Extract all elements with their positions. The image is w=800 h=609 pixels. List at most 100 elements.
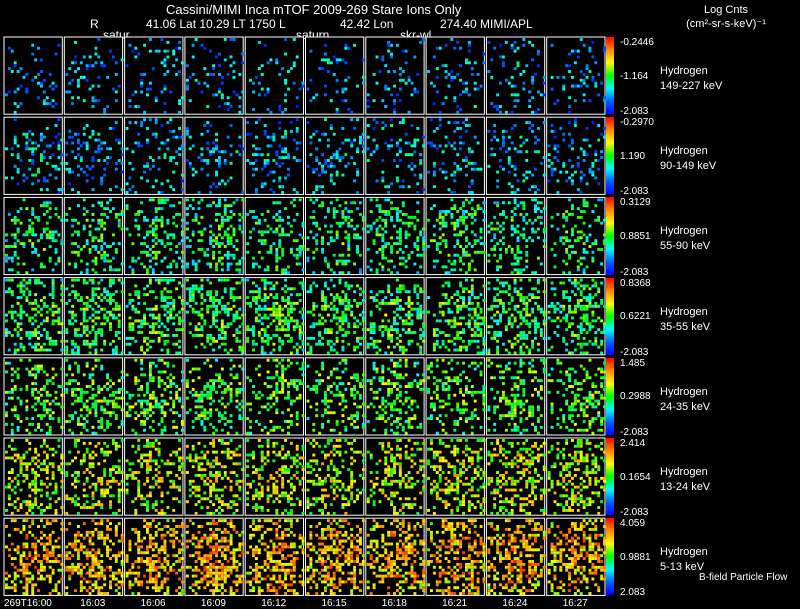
pixel	[295, 319, 299, 323]
pixel	[103, 296, 107, 300]
pixel	[45, 102, 49, 106]
pixel	[166, 179, 170, 183]
pixel	[71, 224, 75, 228]
pixel	[131, 428, 135, 432]
pixel	[470, 182, 474, 186]
pixel	[217, 105, 221, 108]
pixel	[154, 331, 158, 334]
pixel	[229, 373, 233, 377]
pixel	[419, 233, 423, 237]
pixel	[178, 126, 181, 130]
pixel	[401, 348, 405, 352]
pixel	[148, 339, 152, 343]
pixel	[272, 201, 276, 205]
pixel	[470, 150, 474, 154]
pixel	[16, 425, 20, 429]
pixel	[482, 61, 486, 65]
pixel	[588, 287, 592, 291]
pixel	[467, 296, 471, 300]
pixel	[39, 233, 43, 237]
pixel	[401, 322, 405, 326]
pixel	[453, 75, 457, 79]
pixel	[79, 144, 83, 148]
pixel	[76, 153, 80, 157]
pixel	[178, 296, 181, 300]
pixel	[215, 242, 218, 246]
pixel	[456, 310, 460, 314]
pixel	[39, 265, 43, 269]
pixel	[154, 99, 158, 103]
pixel	[178, 40, 181, 44]
pixel	[453, 342, 457, 346]
pixel	[120, 147, 124, 151]
pixel	[54, 124, 58, 127]
pixel	[447, 259, 451, 263]
pixel	[125, 342, 129, 346]
pixel	[238, 72, 242, 76]
pixel	[542, 75, 546, 79]
pixel	[487, 224, 491, 228]
pixel	[353, 179, 357, 183]
pixel	[217, 376, 221, 380]
pixel	[263, 93, 267, 97]
pixel	[42, 385, 46, 388]
pixel	[163, 201, 167, 205]
pixel	[42, 156, 46, 160]
pixel	[295, 351, 299, 355]
pixel	[390, 236, 394, 240]
pixel	[185, 245, 189, 248]
pixel	[326, 210, 330, 213]
pixel	[372, 345, 376, 349]
pixel	[215, 293, 218, 297]
pixel	[263, 284, 267, 288]
pixel	[117, 379, 121, 383]
pixel	[76, 96, 80, 100]
pixel	[163, 287, 167, 291]
pixel	[146, 336, 149, 340]
pixel	[275, 247, 279, 251]
pixel	[456, 293, 460, 297]
pixel	[579, 230, 583, 234]
pixel	[25, 176, 29, 180]
pixel	[513, 287, 517, 291]
pixel	[166, 296, 170, 300]
pixel	[10, 256, 14, 260]
pixel	[212, 313, 216, 317]
pixel	[513, 93, 517, 97]
pixel	[366, 345, 370, 349]
pixel	[407, 215, 411, 219]
pixel	[597, 290, 601, 294]
pixel	[289, 67, 293, 71]
pixel	[180, 301, 184, 305]
pixel	[292, 188, 296, 192]
pixel	[172, 322, 176, 326]
pixel	[372, 342, 376, 346]
pixel	[542, 121, 546, 125]
pixel	[499, 290, 502, 294]
pixel	[410, 161, 414, 165]
pixel	[594, 319, 598, 323]
pixel	[401, 351, 405, 355]
pixel	[510, 43, 514, 47]
pixel	[464, 236, 468, 240]
pixel	[191, 144, 195, 148]
pixel	[315, 221, 319, 225]
pixel	[490, 307, 494, 311]
pixel	[148, 49, 152, 53]
pixel	[157, 191, 161, 194]
pixel	[220, 96, 224, 100]
pixel	[71, 233, 75, 237]
pixel	[34, 373, 38, 377]
pixel	[416, 284, 420, 288]
image-panel	[244, 36, 305, 115]
pixel	[459, 336, 463, 340]
pixel	[353, 43, 357, 47]
pixel	[212, 201, 216, 205]
pixel	[76, 387, 80, 391]
pixel	[315, 93, 319, 97]
pixel	[467, 201, 471, 205]
pixel	[37, 46, 40, 50]
pixel	[94, 245, 98, 248]
pixel	[254, 296, 258, 300]
pixel	[499, 164, 502, 168]
